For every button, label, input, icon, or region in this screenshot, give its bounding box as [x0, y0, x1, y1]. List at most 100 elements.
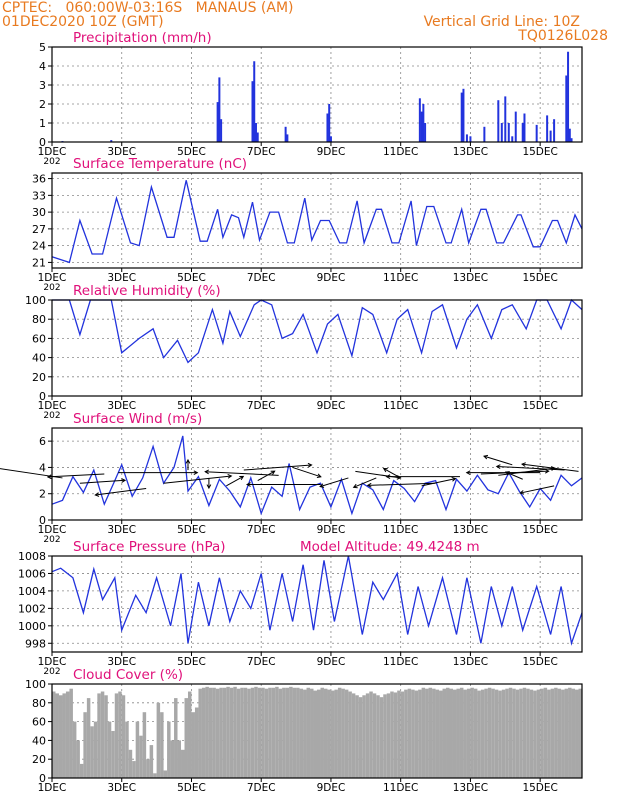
cloud-bar [229, 687, 234, 778]
wind-arrow [257, 470, 276, 482]
year-label: 202 [43, 535, 60, 545]
x-tick-label: 3DEC [107, 146, 136, 158]
cloud-bar [540, 688, 544, 778]
cloud-bar [411, 689, 415, 778]
x-tick-label: 15DEC [522, 272, 557, 284]
precip-bar [469, 136, 472, 142]
wind-arrow-shaft [205, 471, 279, 476]
cloud-bar [515, 689, 520, 778]
cloud-bar [466, 688, 471, 778]
rh-line [52, 298, 583, 364]
cloud-bar [222, 687, 227, 778]
x-tick-label: 7DEC [247, 272, 276, 284]
precip-bar [418, 98, 421, 142]
precip-bar [110, 140, 113, 142]
y-tick-label: 1 [39, 117, 46, 130]
x-tick-label: 3DEC [107, 524, 136, 536]
cloud-bar [121, 695, 126, 778]
precip-bar [326, 113, 329, 142]
wind-arrow [520, 462, 579, 472]
cloud-bar [501, 689, 506, 778]
precip-bar [254, 123, 257, 142]
cloud-bar [146, 759, 150, 778]
cloud-bar [498, 690, 502, 778]
cloud-bar [487, 687, 492, 778]
wind-arrow-head [193, 470, 199, 476]
precip-bar [535, 124, 538, 142]
cloud-bar [505, 688, 509, 778]
cloud-bar [320, 687, 324, 778]
x-tick-label: 13DEC [453, 146, 488, 158]
precip-bar [500, 123, 503, 142]
wind-arrow-head [382, 468, 388, 473]
precip-bar [284, 126, 287, 142]
precip-bar [465, 134, 468, 142]
cloud-bar [557, 688, 562, 778]
cloud-bar [226, 686, 230, 778]
precip-bar [424, 123, 427, 142]
y-tick-label: 3 [39, 79, 46, 92]
cloud-title: Cloud Cover (%) [73, 667, 183, 683]
wind-arrow-head [520, 462, 526, 467]
precip-bar [218, 77, 221, 142]
cloud-bar [125, 721, 129, 778]
cloud-bar [508, 687, 513, 778]
precip-bar [420, 111, 423, 142]
precip-bar [256, 132, 259, 142]
precip-bar [286, 134, 289, 142]
y-tick-label: 30 [32, 206, 46, 219]
y-tick-label: 1004 [18, 585, 46, 598]
x-tick-label: 1DEC [38, 782, 67, 794]
cloud-bar [519, 688, 523, 778]
model-code-header: TQ0126L028 [518, 28, 608, 44]
year-label: 202 [43, 411, 60, 421]
cloud-bar [414, 690, 419, 778]
cloud-bar [376, 695, 380, 778]
y-tick-label: 0 [39, 514, 46, 527]
cloud-bar [456, 688, 460, 778]
grid-note-header: Vertical Grid Line: 10Z [423, 14, 580, 30]
x-tick-label: 9DEC [317, 146, 346, 158]
cloud-bar [327, 689, 331, 778]
x-tick-label: 5DEC [177, 400, 206, 412]
cloud-bar [397, 690, 401, 778]
cloud-bar [142, 712, 147, 778]
year-label: 202 [43, 667, 60, 677]
cloud-bar [156, 702, 161, 778]
cloud-bar [250, 687, 255, 778]
wind-arrow [206, 477, 212, 490]
precip-bar [521, 123, 524, 142]
pressure-line [51, 555, 583, 646]
x-tick-label: 15DEC [522, 782, 557, 794]
cloud-bar [421, 687, 426, 778]
cloud-bar [362, 695, 366, 778]
cloud-bar [358, 697, 363, 778]
cloud-bar [205, 686, 209, 778]
y-tick-label: 100 [25, 294, 46, 307]
cloud-bar [215, 688, 220, 778]
cloud-bar [118, 691, 122, 778]
wind-arrow-head [121, 478, 127, 483]
wind-arrow [483, 454, 513, 466]
cloud-bar [128, 749, 133, 778]
wind-arrow-shaft [79, 479, 126, 484]
y-tick-label: 1002 [18, 602, 46, 615]
wind-arrow [46, 473, 105, 480]
wind-arrow [79, 478, 127, 484]
cloud-bar [536, 689, 541, 778]
cloud-bar [201, 687, 206, 778]
year-label: 202 [43, 157, 60, 167]
cloud-bar [174, 698, 178, 778]
cloud-bar [522, 687, 527, 778]
cloud-bar [170, 740, 175, 778]
station-header: CPTEC: 060:00W-03:16S MANAUS (AM) [2, 0, 294, 16]
x-tick-label: 5DEC [177, 146, 206, 158]
precip-title: Precipitation (mm/h) [73, 30, 212, 46]
y-tick-label: 0 [39, 390, 46, 403]
cloud-bar [494, 689, 499, 778]
precip-bar [523, 113, 526, 142]
precip-bar [567, 51, 570, 142]
wind-arrow [94, 487, 147, 497]
y-tick-label: 998 [25, 637, 46, 650]
y-tick-label: 4 [39, 60, 46, 73]
